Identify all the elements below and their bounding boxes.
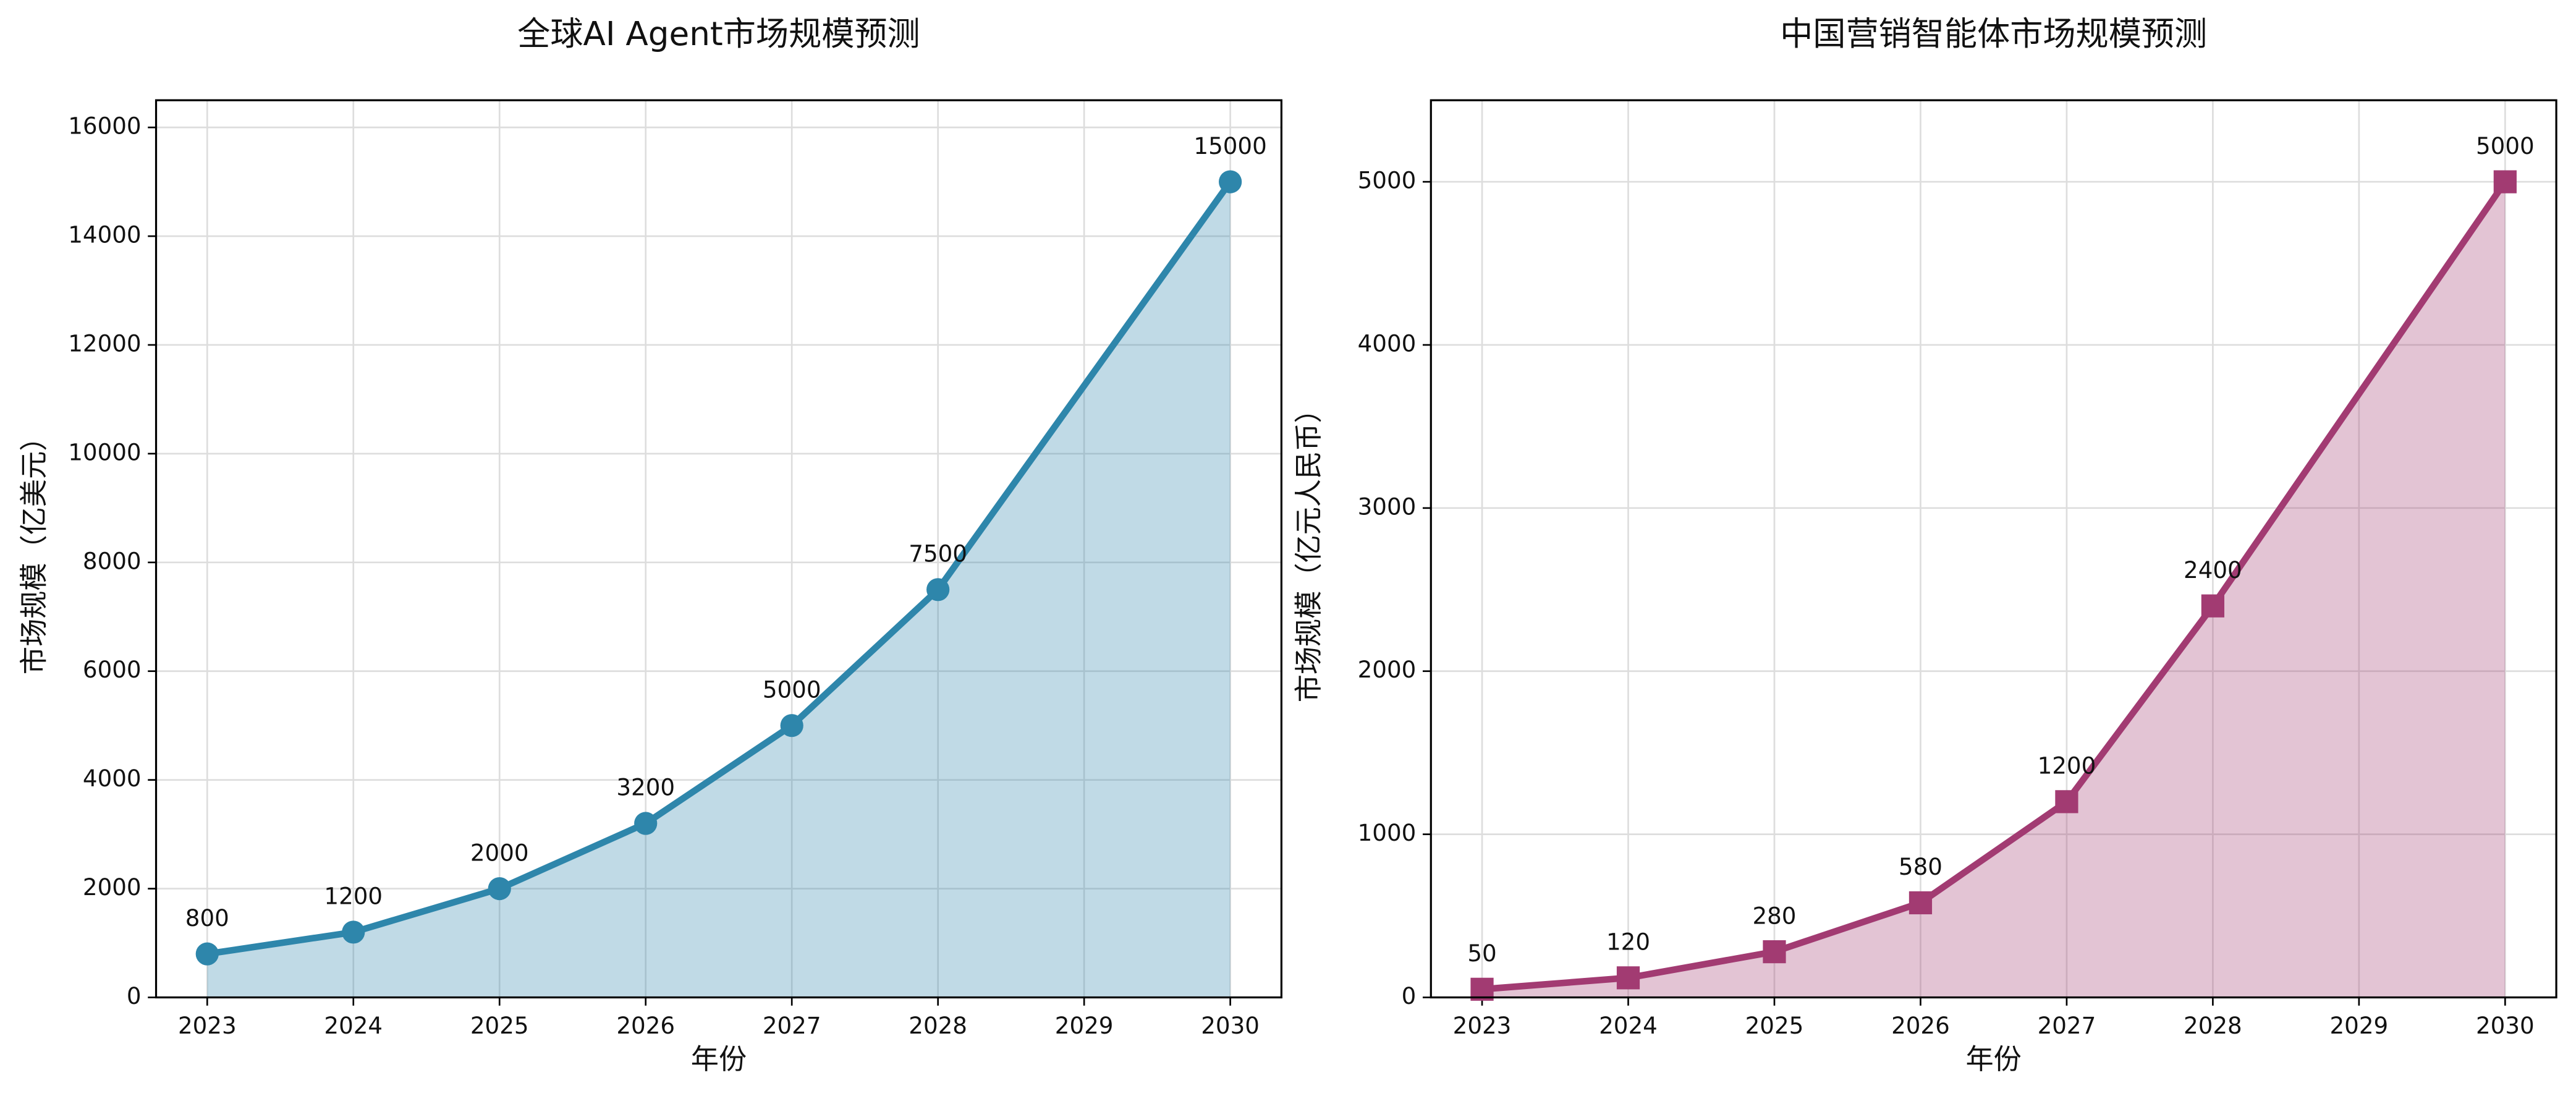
y-tick-label: 6000 xyxy=(83,656,142,683)
y-tick-label: 5000 xyxy=(1358,167,1417,194)
data-label: 1200 xyxy=(2038,752,2096,780)
y-tick-label: 2000 xyxy=(83,873,142,901)
x-axis-label: 年份 xyxy=(691,1043,747,1076)
data-label: 5000 xyxy=(2476,132,2535,159)
x-tick-label: 2028 xyxy=(2184,1012,2242,1039)
marker xyxy=(634,812,658,835)
marker xyxy=(1616,966,1640,990)
x-tick-label: 2025 xyxy=(470,1012,529,1039)
data-label: 3200 xyxy=(616,774,675,801)
y-tick-label: 16000 xyxy=(68,113,141,140)
x-tick-label: 2026 xyxy=(616,1012,675,1039)
x-tick-label: 2027 xyxy=(763,1012,821,1039)
y-tick-label: 8000 xyxy=(83,547,142,574)
y-tick-label: 4000 xyxy=(1358,329,1417,357)
x-tick-label: 2025 xyxy=(1745,1012,1804,1039)
marker xyxy=(488,877,511,901)
data-label: 2400 xyxy=(2184,556,2242,584)
y-tick-label: 10000 xyxy=(68,438,141,465)
x-tick-label: 2030 xyxy=(1201,1012,1260,1039)
y-tick-label: 0 xyxy=(127,982,142,1009)
data-label: 15000 xyxy=(1193,132,1266,159)
y-tick-label: 14000 xyxy=(68,221,141,249)
data-label: 580 xyxy=(1899,853,1943,880)
y-tick-label: 12000 xyxy=(68,329,141,357)
y-tick-label: 1000 xyxy=(1358,819,1417,846)
y-tick-label: 3000 xyxy=(1358,493,1417,520)
data-label: 50 xyxy=(1467,940,1496,967)
data-label: 120 xyxy=(1606,928,1650,956)
marker xyxy=(780,714,803,737)
x-tick-label: 2024 xyxy=(324,1012,383,1039)
plot-frame xyxy=(1430,99,2557,999)
marker xyxy=(2201,594,2224,618)
x-axis-label: 年份 xyxy=(1966,1043,2022,1076)
marker xyxy=(1763,940,1786,964)
x-tick-label: 2024 xyxy=(1599,1012,1658,1039)
marker xyxy=(926,578,950,601)
data-label: 5000 xyxy=(763,676,821,703)
data-label: 280 xyxy=(1752,902,1796,929)
y-tick-label: 0 xyxy=(1402,982,1417,1009)
marker xyxy=(1909,891,1933,915)
y-tick-label: 4000 xyxy=(83,765,142,792)
x-tick-label: 2026 xyxy=(1891,1012,1950,1039)
x-tick-label: 2027 xyxy=(2038,1012,2096,1039)
chart-title: 全球AI Agent市场规模预测 xyxy=(517,15,920,53)
plot-frame xyxy=(155,99,1282,999)
x-tick-label: 2030 xyxy=(2476,1012,2535,1039)
data-label: 1200 xyxy=(324,883,383,910)
area xyxy=(1482,182,2506,998)
data-label: 2000 xyxy=(470,839,529,866)
x-tick-label: 2029 xyxy=(2330,1012,2389,1039)
y-axis-label: 市场规模（亿美元） xyxy=(17,423,50,675)
marker xyxy=(342,920,365,944)
x-tick-label: 2023 xyxy=(1453,1012,1512,1039)
area xyxy=(207,182,1231,998)
y-axis-label: 市场规模（亿元人民币） xyxy=(1292,395,1325,702)
y-tick-label: 2000 xyxy=(1358,656,1417,683)
marker xyxy=(195,942,219,966)
x-tick-label: 2023 xyxy=(178,1012,237,1039)
marker xyxy=(2493,170,2517,193)
chart-title: 中国营销智能体市场规模预测 xyxy=(1780,15,2207,53)
data-label: 7500 xyxy=(909,540,967,567)
x-tick-label: 2028 xyxy=(909,1012,967,1039)
x-tick-label: 2029 xyxy=(1055,1012,1114,1039)
marker xyxy=(2055,790,2078,814)
data-label: 800 xyxy=(185,904,229,932)
marker xyxy=(1218,170,1242,193)
